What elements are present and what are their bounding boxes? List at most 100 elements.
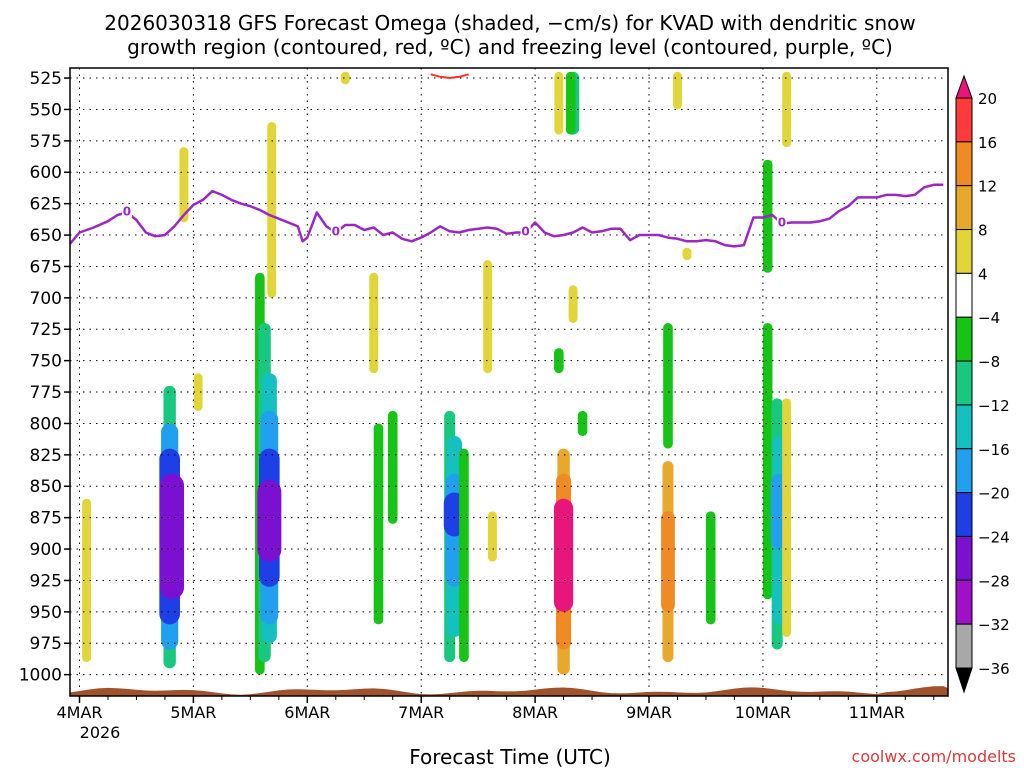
x-tick-label: 10MAR (735, 703, 791, 722)
omega-cell (782, 71, 792, 148)
y-tick-label: 750 (30, 352, 62, 372)
freezing-level-label: 0 (778, 216, 786, 230)
colorbar-segment (955, 535, 973, 581)
freezing-level-line (70, 183, 944, 248)
colorbar-segment (955, 141, 973, 187)
chart-title-line-1: 2026030318 GFS Forecast Omega (shaded, −… (104, 11, 915, 35)
y-tick-label: 925 (30, 571, 62, 591)
omega-cell (160, 473, 185, 600)
dendritic-growth-contour (430, 73, 469, 80)
omega-cell (487, 511, 497, 562)
freezing-level-label: 0 (123, 204, 131, 218)
omega-cell (663, 322, 673, 449)
omega-cell (554, 71, 564, 135)
x-tick-label: 5MAR (170, 703, 216, 722)
omega-cell (82, 498, 92, 663)
colorbar-tick-label: −28 (978, 572, 1010, 590)
y-tick-label: 675 (30, 257, 62, 277)
y-tick-label: 550 (30, 100, 62, 120)
freezing-level-label-bg (121, 204, 132, 218)
terrain-fill (70, 686, 948, 696)
colorbar-segment (955, 272, 973, 318)
y-tick-label: 650 (30, 226, 62, 246)
x-tick-label: 8MAR (512, 703, 558, 722)
omega-cell (267, 122, 277, 298)
y-tick-label: 950 (30, 603, 62, 623)
freezing-level-label-bg (776, 215, 787, 229)
x-axis: 4MAR 5MAR 6MAR 7MAR 8MAR 9MAR 10MAR 11MAR (56, 696, 935, 722)
colorbar-segment (955, 360, 973, 406)
colorbar-bottom-arrow (955, 667, 973, 694)
freezing-level-label: 0 (521, 225, 529, 239)
colorbar-tick-label: −24 (978, 528, 1010, 546)
omega-cell (565, 71, 576, 135)
colorbar-tick-label: 4 (978, 265, 988, 283)
colorbar-tick-label: −36 (978, 660, 1010, 678)
x-tick-label: 7MAR (398, 703, 444, 722)
y-tick-label: 800 (30, 414, 62, 434)
terrain-strip (70, 686, 948, 696)
colorbar-segment (955, 579, 973, 625)
colorbar-tick-label: −32 (978, 616, 1010, 634)
omega-cell (387, 410, 398, 524)
x-axis-title: Forecast Time (UTC) (409, 745, 611, 768)
omega-cell (577, 410, 588, 437)
colorbar: 20 16 12 8 4 −4 −8 −12 −16 −20 −24 −28 −32 −36 (955, 74, 1010, 694)
grid-lines (70, 68, 948, 696)
omega-cell (340, 71, 350, 85)
omega-cell (369, 272, 379, 374)
dgz-contour-line (430, 73, 469, 80)
x-tick-label: 6MAR (284, 703, 330, 722)
y-tick-label: 900 (30, 540, 62, 560)
colorbar-tick-label: −8 (978, 353, 1000, 371)
omega-cell (682, 247, 692, 261)
freezing-level-label-bg (520, 224, 531, 238)
omega-cell (483, 260, 493, 374)
x-tick-label: 9MAR (626, 703, 672, 722)
omega-cell (705, 511, 716, 625)
y-tick-label: 725 (30, 320, 62, 340)
y-tick-label: 775 (30, 383, 62, 403)
colorbar-tick-label: 16 (978, 134, 997, 152)
omega-cell (373, 423, 384, 625)
omega-cell (257, 479, 282, 562)
colorbar-tick-label: 20 (978, 90, 997, 108)
colorbar-tick-label: −16 (978, 441, 1010, 459)
chart-title-line-2: growth region (contoured, red, ºC) and f… (127, 35, 893, 59)
y-tick-label: 625 (30, 195, 62, 215)
colorbar-tick-label: 8 (978, 222, 988, 240)
freezing-level-label-bg (330, 224, 341, 238)
colorbar-tick-label: −20 (978, 485, 1010, 503)
y-tick-label: 525 (30, 69, 62, 89)
freezing-level-contour: 0 0 0 0 (70, 183, 944, 248)
colorbar-segment (955, 404, 973, 450)
omega-shading (82, 71, 792, 675)
omega-cell (661, 511, 675, 612)
colorbar-segment (955, 448, 973, 494)
y-tick-label: 875 (30, 509, 62, 529)
plot-frame (69, 67, 949, 697)
y-axis: 525 550 575 600 625 650 675 700 725 750 775 800 825 8… (19, 69, 70, 686)
watermark: coolwx.com/modelts (852, 747, 1016, 766)
colorbar-segment (955, 492, 973, 537)
colorbar-segment (955, 316, 973, 362)
x-tick-label: 11MAR (849, 703, 905, 722)
y-tick-label: 700 (30, 289, 62, 309)
y-tick-label: 600 (30, 163, 62, 183)
omega-cell (673, 71, 682, 110)
omega-cell (568, 285, 578, 323)
omega-cell (762, 322, 773, 600)
colorbar-tick-label: −4 (978, 309, 1000, 327)
colorbar-tick-label: 12 (978, 178, 997, 196)
omega-cell (459, 448, 469, 663)
y-tick-label: 850 (30, 477, 62, 497)
colorbar-tick-label: −12 (978, 397, 1010, 415)
y-tick-label: 575 (30, 132, 62, 152)
y-tick-label: 1000 (19, 666, 62, 686)
omega-cell (782, 398, 792, 637)
colorbar-segment (955, 623, 973, 669)
omega-cell (193, 373, 203, 411)
colorbar-top-arrow (955, 74, 973, 99)
x-tick-label: 4MAR (56, 703, 102, 722)
freezing-level-label: 0 (332, 225, 340, 239)
